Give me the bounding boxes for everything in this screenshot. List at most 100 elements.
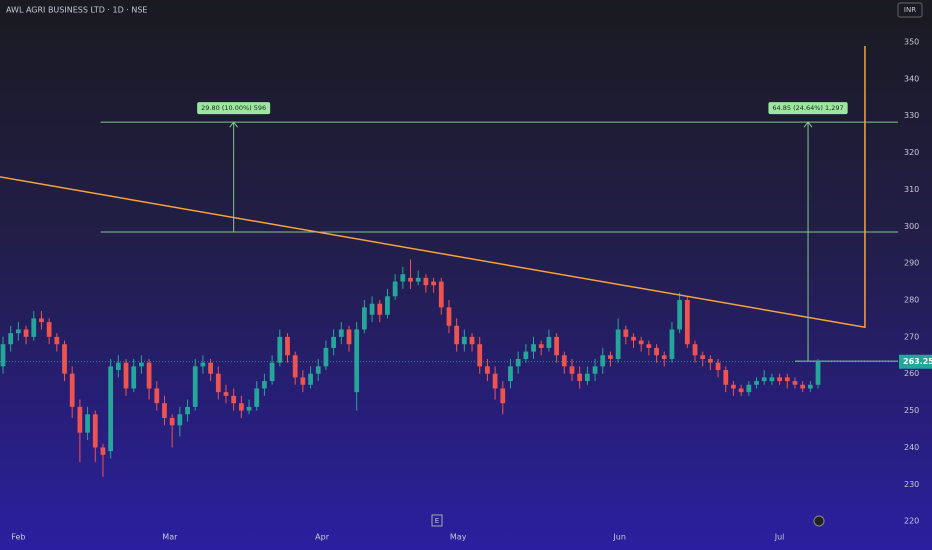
candle-body (308, 373, 313, 385)
y-tick-label: 300 (904, 222, 919, 231)
candle-body (369, 303, 375, 315)
candle-body (784, 377, 790, 382)
last-price-box (899, 354, 932, 369)
measure-label: 64.85 (24.64%) 1,297 (772, 104, 843, 112)
y-tick-label: 280 (904, 295, 919, 304)
candle-body (438, 281, 444, 308)
candle-body (769, 377, 775, 382)
candle-body (461, 336, 467, 345)
candle-body (431, 281, 436, 286)
candle-body (231, 395, 237, 404)
candle-body (69, 373, 75, 407)
candle-body (584, 373, 590, 382)
y-tick-label: 270 (904, 332, 919, 341)
candle-body (738, 388, 744, 393)
y-tick-label: 240 (904, 443, 919, 452)
trendline (0, 46, 866, 329)
candle-body (300, 377, 306, 385)
candle-body (392, 281, 398, 297)
candle-body (631, 336, 636, 341)
measure-box (768, 102, 848, 115)
candle-body (331, 336, 337, 348)
candle-body (546, 336, 552, 348)
candle-body (346, 329, 352, 345)
currency-box (897, 2, 923, 18)
dividend-marker (813, 515, 825, 527)
svg-text:E: E (435, 517, 439, 525)
candle-body (408, 277, 413, 282)
candle-body (31, 318, 37, 337)
candle-body (654, 347, 659, 356)
candle-body (123, 362, 129, 389)
candle-body (577, 373, 583, 382)
candle-body (661, 355, 667, 359)
candle-body (485, 366, 490, 374)
candle-body (807, 384, 813, 389)
candle-body (815, 361, 821, 385)
candle-body (792, 381, 798, 385)
x-tick-label: Jul (774, 533, 785, 542)
candle-body (0, 344, 6, 367)
candle-body (77, 406, 83, 433)
candle-body (538, 344, 544, 348)
candle-body (108, 366, 114, 452)
candle-body (492, 373, 498, 389)
measure-box (197, 102, 271, 115)
y-tick-label: 230 (904, 480, 919, 489)
candle-body (623, 329, 629, 337)
y-tick-label: 290 (904, 259, 919, 268)
x-tick-label: Feb (11, 533, 25, 542)
candle-body (315, 366, 321, 374)
candle-body (192, 366, 198, 407)
measure-label: 29.80 (10.00%) 596 (201, 104, 266, 112)
candle-body (46, 322, 52, 337)
candle-body (646, 344, 652, 348)
candle-body (608, 355, 613, 359)
candle-body (146, 362, 152, 389)
candle-body (385, 296, 390, 315)
candle-body (23, 329, 29, 337)
candle-body (262, 381, 267, 389)
candle-body (246, 406, 252, 411)
candle-body (677, 299, 683, 330)
candle-body (600, 355, 606, 367)
candle-body (223, 392, 229, 396)
candle-body (754, 381, 759, 385)
candle-body (185, 406, 190, 415)
candle-body (100, 447, 106, 455)
candle-body (561, 355, 567, 367)
y-tick-label: 320 (904, 148, 919, 157)
y-tick-label: 260 (904, 369, 919, 378)
candle-body (684, 299, 690, 345)
candle-body (115, 362, 121, 371)
currency: INR (904, 6, 916, 14)
candle-body (169, 417, 175, 426)
x-tick-label: Apr (315, 533, 330, 542)
candle-body (54, 336, 60, 345)
candle-body (669, 329, 675, 359)
candle-body (723, 370, 729, 385)
candle-body (323, 347, 329, 367)
candle-body (139, 362, 144, 367)
x-tick-label: May (450, 533, 467, 542)
y-tick-label: 340 (904, 74, 919, 83)
candle-body (208, 362, 213, 374)
candle-body (415, 277, 421, 282)
candle-body (238, 403, 244, 411)
candle-body (761, 377, 767, 382)
candle-body (554, 336, 559, 356)
candle-body (277, 336, 283, 363)
y-tick-label: 350 (904, 37, 919, 46)
candle-body (731, 384, 736, 389)
candle-body (15, 329, 21, 334)
candle-body (39, 318, 44, 323)
candle-body (708, 358, 713, 363)
y-tick-label: 330 (904, 111, 919, 120)
y-tick-label: 220 (904, 517, 919, 526)
candle-body (531, 344, 536, 352)
candle-body (715, 362, 721, 371)
candle-body (254, 388, 260, 407)
candle-body (569, 366, 575, 374)
